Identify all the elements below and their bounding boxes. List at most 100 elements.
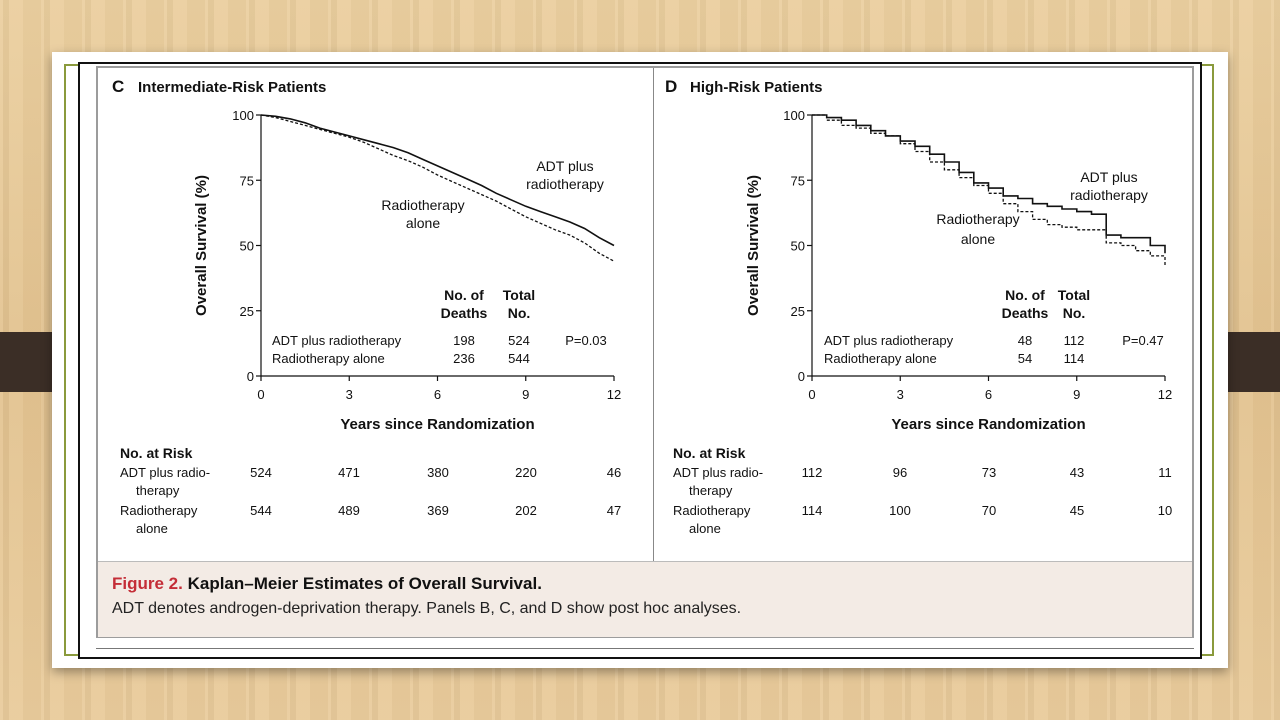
x-tick-label: 3 xyxy=(897,387,904,402)
at-risk-value: 524 xyxy=(250,465,272,480)
panel-title: Intermediate-Risk Patients xyxy=(138,79,326,96)
figure-label: Figure 2. xyxy=(112,574,183,593)
at-risk-value: 471 xyxy=(338,465,360,480)
at-risk-row-label: ADT plus radio- xyxy=(120,465,210,480)
y-axis-label: Overall Survival (%) xyxy=(193,175,210,316)
x-axis-label: Years since Randomization xyxy=(340,416,534,433)
at-risk-value: 47 xyxy=(607,503,621,518)
stats-header-deaths: Deaths xyxy=(1002,305,1049,321)
stats-header-total: No. xyxy=(1063,305,1086,321)
at-risk-row-label: therapy xyxy=(136,483,180,498)
p-value: P=0.03 xyxy=(565,333,607,348)
at-risk-value: 96 xyxy=(893,465,907,480)
at-risk-value: 112 xyxy=(802,465,823,480)
y-tick-label: 25 xyxy=(240,304,254,319)
y-tick-label: 0 xyxy=(798,369,805,384)
figure-box: C Intermediate-Risk Patients 0 25 50 75 100 0 3 6… xyxy=(96,66,1194,638)
p-value: P=0.47 xyxy=(1122,333,1164,348)
y-tick-label: 25 xyxy=(791,304,805,319)
y-tick-label: 75 xyxy=(240,173,254,188)
series-line-adt-plus-radiotherapy xyxy=(260,114,615,247)
at-risk-row-label: alone xyxy=(136,521,168,536)
stats-header-deaths: Deaths xyxy=(441,305,488,321)
caption-title-line: Figure 2. Kaplan–Meier Estimates of Over… xyxy=(112,574,542,594)
at-risk-value: 11 xyxy=(1158,465,1172,480)
x-tick-label: 3 xyxy=(346,387,353,402)
at-risk-value: 43 xyxy=(1070,465,1084,480)
y-tick-label: 50 xyxy=(791,239,805,254)
x-tick-label: 6 xyxy=(985,387,992,402)
stats-header-total: Total xyxy=(503,287,535,303)
series-label: ADT plus xyxy=(1080,169,1137,185)
at-risk-heading: No. at Risk xyxy=(673,445,746,461)
stats-row-total: 544 xyxy=(508,351,530,366)
panel-letter: D xyxy=(665,77,677,96)
x-tick-label: 12 xyxy=(607,387,621,402)
y-axis-label: Overall Survival (%) xyxy=(745,175,762,316)
at-risk-value: 380 xyxy=(427,465,449,480)
at-risk-value: 369 xyxy=(427,503,449,518)
at-risk-row-label: Radiotherapy xyxy=(673,503,751,518)
stats-row-deaths: 54 xyxy=(1018,351,1032,366)
stats-row-deaths: 198 xyxy=(453,333,475,348)
panel-letter: C xyxy=(112,77,124,96)
stats-row-deaths: 236 xyxy=(453,351,475,366)
at-risk-value: 73 xyxy=(982,465,996,480)
at-risk-value: 544 xyxy=(250,503,272,518)
series-line-radiotherapy-alone xyxy=(812,114,1166,267)
at-risk-row-label: ADT plus radio- xyxy=(673,465,763,480)
panel-title: High-Risk Patients xyxy=(690,79,823,96)
caption-title: Kaplan–Meier Estimates of Overall Surviv… xyxy=(187,574,542,593)
series-label: alone xyxy=(406,215,440,231)
y-tick-label: 0 xyxy=(247,369,254,384)
at-risk-row-label: alone xyxy=(689,521,721,536)
x-tick-label: 0 xyxy=(257,387,264,402)
at-risk-value: 220 xyxy=(515,465,537,480)
x-tick-label: 9 xyxy=(522,387,529,402)
series-label: Radiotherapy xyxy=(936,211,1019,227)
caption-note: ADT denotes androgen-deprivation therapy… xyxy=(112,600,742,617)
at-risk-value: 114 xyxy=(802,503,823,518)
stats-header-deaths: No. of xyxy=(1005,287,1045,303)
stats-row-label: Radiotherapy alone xyxy=(824,351,937,366)
figure-caption: Figure 2. Kaplan–Meier Estimates of Over… xyxy=(98,561,1192,637)
at-risk-heading: No. at Risk xyxy=(120,445,193,461)
stats-row-total: 112 xyxy=(1064,333,1085,348)
stats-row-total: 524 xyxy=(508,333,530,348)
at-risk-value: 202 xyxy=(515,503,537,518)
at-risk-value: 489 xyxy=(338,503,360,518)
series-label: alone xyxy=(961,231,995,247)
x-axis-label: Years since Randomization xyxy=(891,416,1085,433)
at-risk-value: 100 xyxy=(889,503,911,518)
at-risk-value: 10 xyxy=(1158,503,1172,518)
x-tick-label: 9 xyxy=(1073,387,1080,402)
stats-header-deaths: No. of xyxy=(444,287,484,303)
at-risk-value: 70 xyxy=(982,503,996,518)
x-tick-label: 12 xyxy=(1158,387,1172,402)
series-label: ADT plus xyxy=(536,158,593,174)
x-tick-label: 0 xyxy=(808,387,815,402)
stats-row-total: 114 xyxy=(1064,351,1085,366)
y-tick-label: 100 xyxy=(783,108,805,123)
at-risk-row-label: therapy xyxy=(689,483,733,498)
at-risk-value: 46 xyxy=(607,465,621,480)
series-label: radiotherapy xyxy=(526,176,604,192)
stats-row-deaths: 48 xyxy=(1018,333,1032,348)
stats-row-label: ADT plus radiotherapy xyxy=(272,333,402,348)
series-label: Radiotherapy xyxy=(381,197,464,213)
stats-row-label: Radiotherapy alone xyxy=(272,351,385,366)
bottom-rule xyxy=(96,648,1194,649)
y-tick-label: 50 xyxy=(240,239,254,254)
at-risk-value: 45 xyxy=(1070,503,1084,518)
stats-header-total: No. xyxy=(508,305,531,321)
at-risk-row-label: Radiotherapy xyxy=(120,503,198,518)
stats-row-label: ADT plus radiotherapy xyxy=(824,333,954,348)
panel-divider xyxy=(653,68,654,561)
y-tick-label: 100 xyxy=(232,108,254,123)
stats-header-total: Total xyxy=(1058,287,1090,303)
y-tick-label: 75 xyxy=(791,173,805,188)
series-label: radiotherapy xyxy=(1070,187,1148,203)
series-line-radiotherapy-alone xyxy=(260,114,615,262)
x-tick-label: 6 xyxy=(434,387,441,402)
